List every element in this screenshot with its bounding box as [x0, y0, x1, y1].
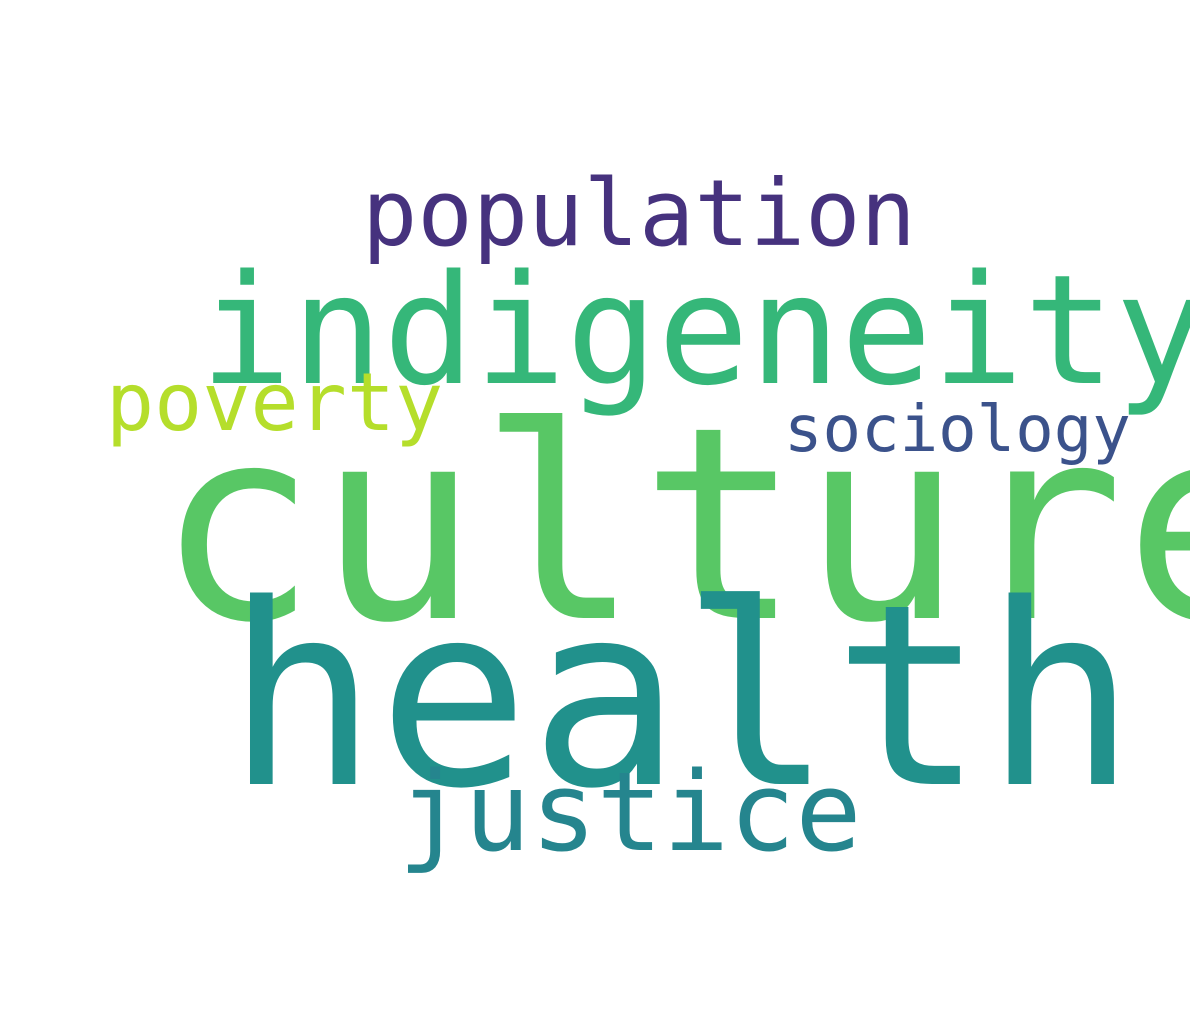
word-health: health	[226, 551, 1137, 844]
word-sociology: sociology	[784, 393, 1131, 467]
word-poverty: poverty	[106, 356, 444, 449]
word-indigeneity: indigeneity	[200, 242, 1190, 419]
word-population: population	[362, 160, 916, 267]
word-culture: culture	[156, 370, 1190, 682]
word-justice: justice	[398, 748, 862, 876]
